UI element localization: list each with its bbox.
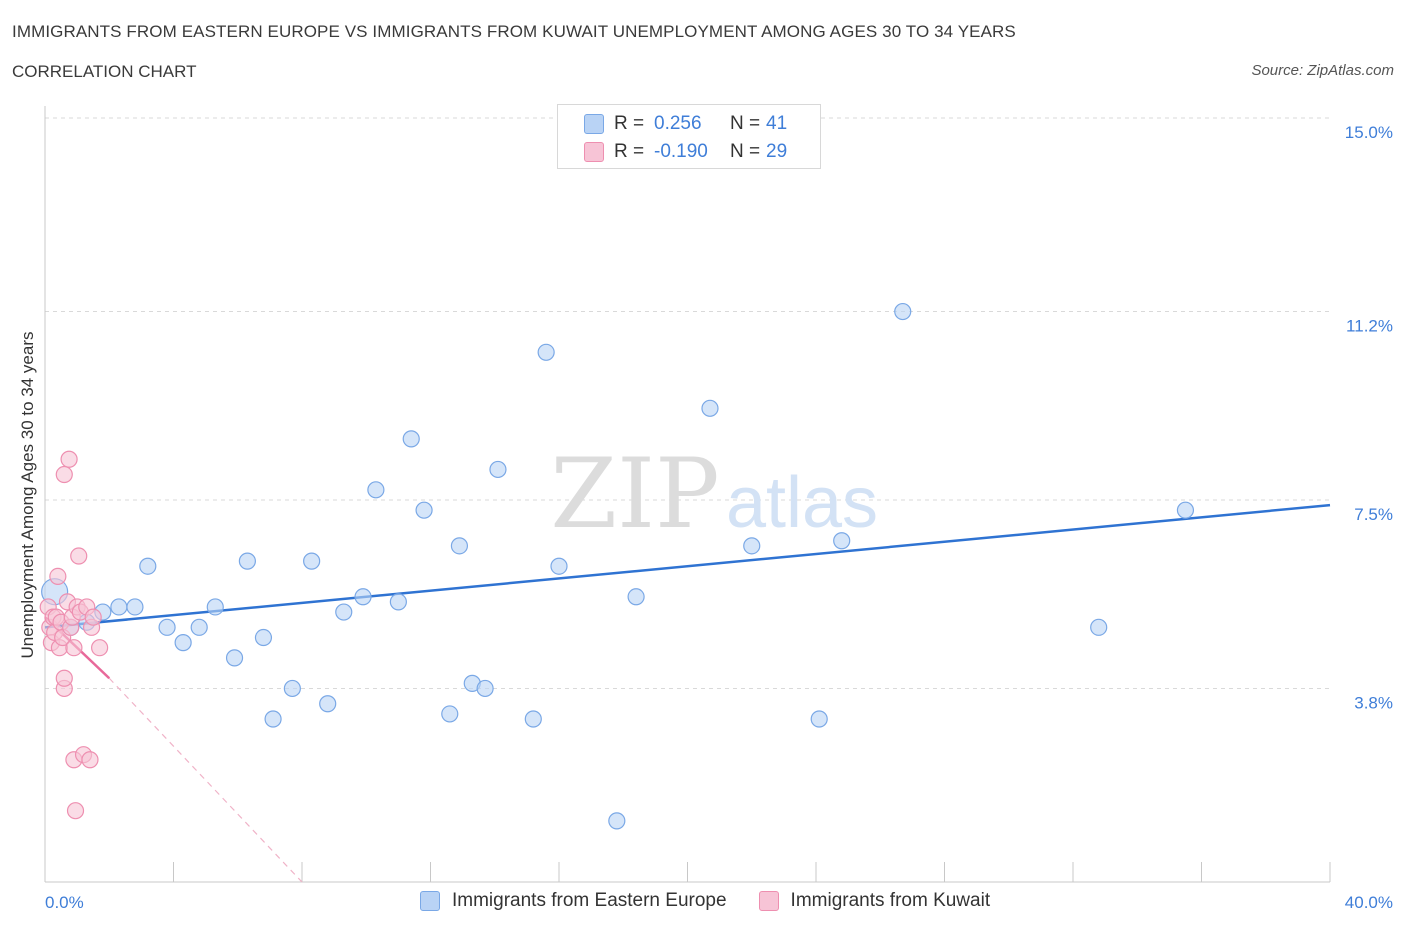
point-eastern-europe — [1176, 501, 1195, 519]
y-tick-label: 11.2% — [1346, 317, 1393, 336]
point-eastern-europe — [524, 710, 542, 728]
point-eastern-europe — [254, 628, 273, 647]
legend-n-label: N = — [730, 113, 761, 134]
axes — [44, 106, 1331, 883]
point-eastern-europe — [139, 557, 157, 575]
point-eastern-europe — [402, 430, 420, 448]
point-kuwait — [81, 751, 99, 769]
watermark: ZIP atlas — [550, 438, 878, 550]
point-eastern-europe — [190, 618, 208, 636]
legend-r-label: R = — [614, 113, 645, 134]
legend-row-eastern-europe: R = 0.256 N = 41 — [584, 112, 787, 136]
x-tick-label: 40.0% — [1345, 893, 1393, 912]
point-eastern-europe — [389, 593, 407, 611]
point-eastern-europe — [810, 710, 828, 728]
trend-line-eastern-europe — [44, 503, 1331, 629]
legend-n-value: 29 — [766, 141, 788, 162]
y-axis-label: Unemployment Among Ages 30 to 34 years — [18, 332, 37, 659]
y-tick-label: 3.8% — [1354, 693, 1393, 712]
legend-item-eastern-europe: Immigrants from Eastern Europe — [420, 890, 727, 912]
chart-subtitle: CORRELATION CHART — [12, 62, 197, 81]
point-eastern-europe — [537, 343, 555, 361]
point-eastern-europe — [206, 598, 224, 616]
point-eastern-europe — [110, 598, 128, 616]
legend-r-value: -0.190 — [654, 141, 708, 162]
point-eastern-europe — [743, 537, 761, 555]
point-eastern-europe — [833, 532, 851, 550]
chart-title: IMMIGRANTS FROM EASTERN EUROPE VS IMMIGR… — [12, 22, 1016, 41]
point-eastern-europe — [550, 557, 568, 575]
x-tick-label: 0.0% — [45, 893, 84, 912]
trend-line-kuwait-extrapolated — [108, 677, 303, 883]
legend-item-kuwait: Immigrants from Kuwait — [758, 890, 991, 912]
point-kuwait — [55, 465, 73, 484]
watermark-zip: ZIP — [550, 438, 719, 550]
point-kuwait — [65, 639, 83, 657]
tick-labels: 3.8% 7.5% 11.2% 15.0% 0.0% 40.0% Unemployment … — [18, 123, 1393, 912]
legend-label: Immigrants from Eastern Europe — [452, 890, 727, 911]
legend-n-value: 41 — [766, 113, 788, 134]
legend-row-kuwait: R = -0.190 N = 29 — [584, 140, 787, 164]
point-eastern-europe — [441, 705, 459, 723]
point-eastern-europe — [126, 598, 144, 616]
point-eastern-europe — [303, 552, 321, 570]
legend-r-label: R = — [614, 141, 645, 162]
point-kuwait — [91, 639, 109, 657]
point-eastern-europe — [608, 812, 626, 830]
point-eastern-europe — [354, 588, 372, 606]
legend-swatch-pink — [758, 891, 779, 911]
point-eastern-europe — [225, 649, 244, 667]
point-eastern-europe — [476, 679, 494, 698]
point-kuwait — [49, 567, 67, 586]
point-eastern-europe — [238, 552, 256, 570]
point-kuwait — [84, 608, 102, 626]
point-eastern-europe — [283, 679, 301, 698]
point-eastern-europe — [264, 710, 282, 728]
legend-swatch-pink — [584, 142, 604, 162]
point-eastern-europe — [335, 603, 353, 621]
point-eastern-europe — [174, 634, 192, 652]
point-kuwait — [60, 450, 78, 468]
data-points — [39, 302, 1195, 830]
point-eastern-europe — [701, 399, 719, 417]
series-legend: Immigrants from Eastern Europe Immigrant… — [420, 890, 1022, 912]
legend-n-label: N = — [730, 141, 761, 162]
y-tick-label: 15.0% — [1345, 123, 1393, 142]
point-eastern-europe — [627, 588, 645, 606]
legend-r-value: 0.256 — [654, 113, 702, 134]
point-eastern-europe — [450, 537, 469, 555]
legend-swatch-blue — [584, 114, 604, 134]
source-label: Source: ZipAtlas.com — [1251, 62, 1394, 79]
legend-swatch-blue — [420, 891, 440, 911]
point-kuwait — [55, 669, 73, 687]
watermark-atlas: atlas — [726, 463, 878, 543]
point-eastern-europe — [415, 501, 433, 519]
point-eastern-europe — [319, 695, 337, 713]
point-kuwait — [66, 802, 85, 820]
y-tick-label: 7.5% — [1354, 505, 1393, 524]
grid-lines — [45, 117, 1330, 689]
point-eastern-europe — [489, 460, 507, 479]
point-eastern-europe — [1090, 618, 1108, 636]
legend-label: Immigrants from Kuwait — [790, 890, 991, 911]
point-eastern-europe — [158, 618, 176, 636]
correlation-legend: R = 0.256 N = 41 R = -0.190 N = 29 — [557, 104, 821, 169]
trend-lines — [44, 503, 1331, 883]
point-kuwait — [70, 547, 88, 565]
point-eastern-europe — [367, 481, 385, 499]
point-eastern-europe — [894, 302, 912, 321]
